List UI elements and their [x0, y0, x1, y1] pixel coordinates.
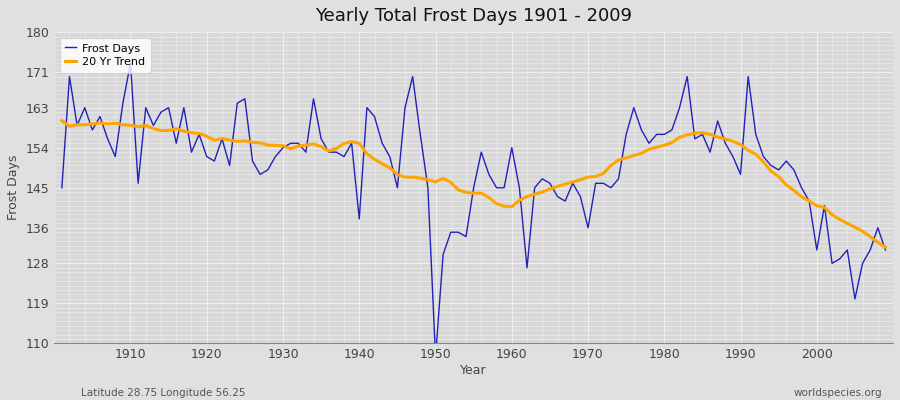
20 Yr Trend [57, 118, 68, 123]
20 Yr Trend [118, 122, 129, 127]
Frost Days [125, 61, 136, 66]
20 Yr Trend [331, 146, 342, 151]
Frost Days [613, 176, 624, 181]
20 Yr Trend [880, 245, 891, 250]
Line: 20 Yr Trend: 20 Yr Trend [62, 120, 886, 247]
Frost Days [118, 101, 129, 106]
Frost Days [338, 154, 349, 159]
Frost Days [522, 266, 533, 270]
20 Yr Trend [507, 204, 517, 209]
20 Yr Trend [285, 146, 296, 151]
Title: Yearly Total Frost Days 1901 - 2009: Yearly Total Frost Days 1901 - 2009 [315, 7, 632, 25]
Frost Days [430, 354, 441, 359]
Text: Latitude 28.75 Longitude 56.25: Latitude 28.75 Longitude 56.25 [81, 388, 246, 398]
Text: worldspecies.org: worldspecies.org [794, 388, 882, 398]
Legend: Frost Days, 20 Yr Trend: Frost Days, 20 Yr Trend [59, 38, 150, 73]
Frost Days [880, 248, 891, 252]
Y-axis label: Frost Days: Frost Days [7, 155, 20, 220]
Frost Days [57, 185, 68, 190]
Line: Frost Days: Frost Days [62, 63, 886, 357]
20 Yr Trend [499, 204, 509, 208]
X-axis label: Year: Year [460, 364, 487, 377]
20 Yr Trend [598, 171, 608, 176]
Frost Days [514, 185, 525, 190]
Frost Days [292, 141, 303, 146]
